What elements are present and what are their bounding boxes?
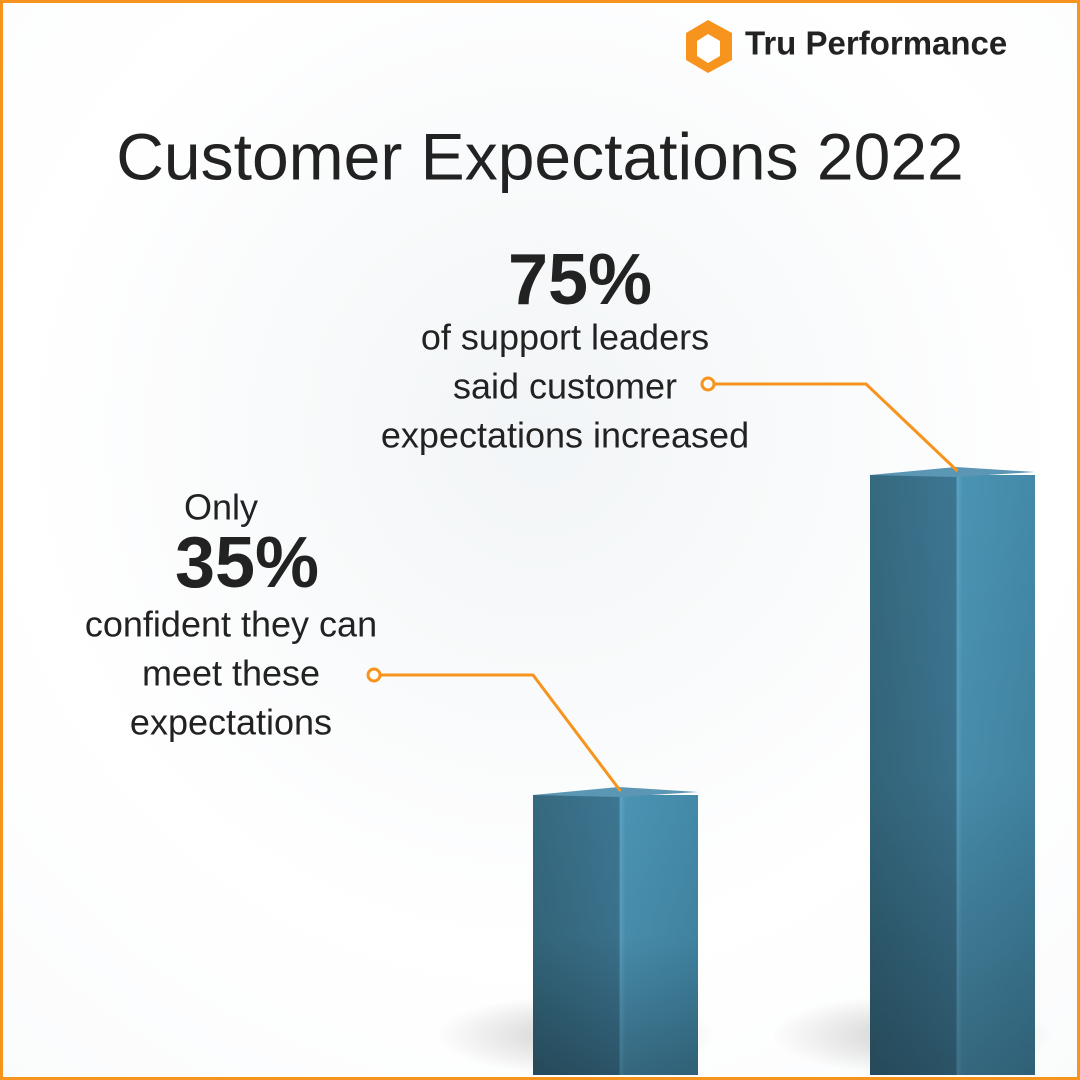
value-label: 75% <box>508 240 652 320</box>
annotation-text: of support leaders <box>421 317 709 358</box>
leader-line <box>380 673 622 792</box>
annotation-text: meet these <box>142 653 320 694</box>
bar-shade <box>870 475 1035 1075</box>
bar-shade <box>533 795 698 1075</box>
chart-title: Customer Expectations 2022 <box>116 119 963 193</box>
leader-line <box>714 382 959 473</box>
bar-top <box>533 787 698 797</box>
logo <box>686 20 732 73</box>
leader-dot <box>700 376 716 392</box>
annotation-text: expectations increased <box>381 415 749 456</box>
annotation-text: confident they can <box>85 604 377 645</box>
leader-dot <box>366 667 382 683</box>
bar-top <box>870 467 1035 477</box>
value-label: 35% <box>175 523 319 603</box>
brand: Tru Performance <box>745 25 1007 62</box>
annotation-text: said customer <box>453 366 677 407</box>
annotation-text: expectations <box>130 702 332 743</box>
annotation-text: Only <box>184 487 258 528</box>
